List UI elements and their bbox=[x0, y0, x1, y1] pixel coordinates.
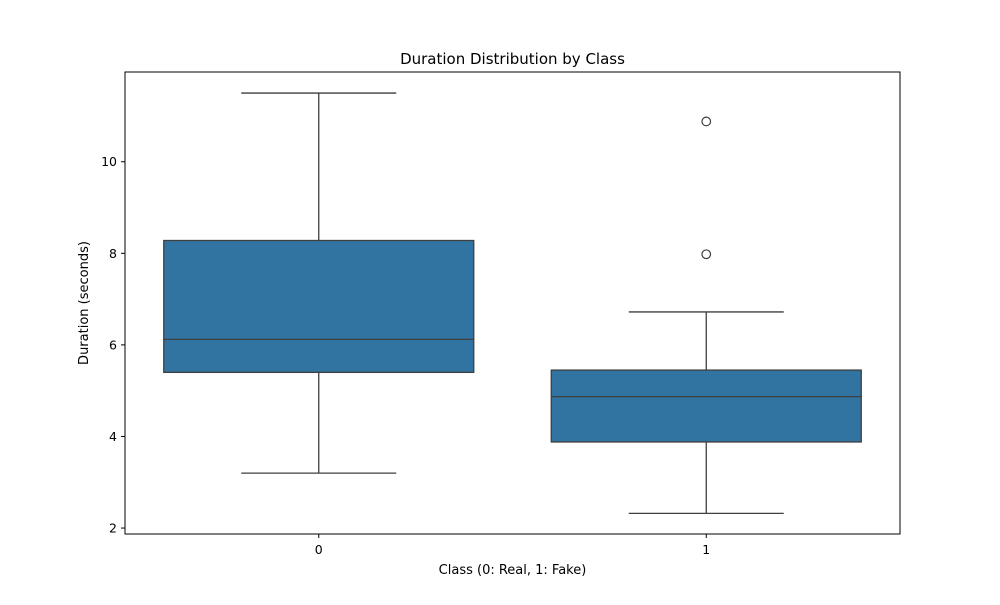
y-tick-label: 8 bbox=[109, 246, 117, 261]
plot-frame bbox=[124, 71, 901, 535]
x-tick-label: 0 bbox=[315, 542, 323, 557]
y-tick-label: 2 bbox=[109, 521, 117, 536]
y-axis-label: Duration (seconds) bbox=[77, 241, 92, 365]
y-tick-label: 6 bbox=[109, 337, 117, 352]
plot-area: 2 4 6 8 10 0 1 bbox=[101, 92, 862, 557]
box-iqr bbox=[550, 369, 862, 443]
y-tick-label: 4 bbox=[109, 429, 117, 444]
x-tick-label: 1 bbox=[702, 542, 710, 557]
box-iqr bbox=[163, 239, 475, 374]
outlier-point bbox=[701, 116, 712, 127]
y-tick-label: 10 bbox=[101, 154, 117, 169]
outlier-point bbox=[701, 249, 712, 260]
x-axis-label: Class (0: Real, 1: Fake) bbox=[439, 563, 587, 578]
chart-title: Duration Distribution by Class bbox=[400, 50, 625, 68]
